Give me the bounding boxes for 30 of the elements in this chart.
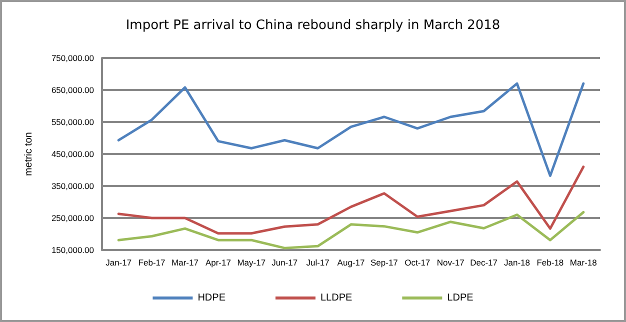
x-tick-label: Mar-18 <box>570 258 598 268</box>
legend-label: LDPE <box>447 292 474 304</box>
x-tick-label: Aug-17 <box>337 258 365 268</box>
x-tick-label: Jan-17 <box>106 258 132 268</box>
y-tick-label: 250,000.00 <box>51 213 94 223</box>
y-tick-label: 450,000.00 <box>51 149 94 159</box>
x-tick-label: Feb-17 <box>138 258 166 268</box>
line-series <box>117 82 585 178</box>
line-series <box>117 166 585 235</box>
x-tick-label: Sep-17 <box>370 258 398 268</box>
x-tick-label: Oct-17 <box>404 258 430 268</box>
x-tick-label: Nov-17 <box>436 258 465 268</box>
legend-label: LLDPE <box>320 292 352 304</box>
chart-title: Import PE arrival to China rebound sharply in March 2018 <box>126 18 500 33</box>
x-tick-label: Jan-18 <box>504 258 530 268</box>
x-tick-label: Jun-17 <box>272 258 298 268</box>
y-tick-label: 750,000.00 <box>51 53 94 63</box>
y-tick-label: 350,000.00 <box>51 181 94 191</box>
x-tick-label: Mar-17 <box>172 258 199 268</box>
y-tick-label: 550,000.00 <box>51 117 94 127</box>
x-tick-label: Apr-17 <box>205 258 232 268</box>
x-tick-label: Dec-17 <box>470 258 498 268</box>
line-series <box>117 210 585 250</box>
x-tick-label: Feb-18 <box>536 258 564 268</box>
y-tick-label: 650,000.00 <box>51 85 94 95</box>
y-axis-title: metric ton <box>24 132 34 176</box>
legend-label: HDPE <box>198 292 226 304</box>
x-tick-label: Jul-17 <box>306 258 330 268</box>
y-tick-label: 150,000.00 <box>51 245 94 255</box>
x-tick-label: May-17 <box>237 258 266 268</box>
